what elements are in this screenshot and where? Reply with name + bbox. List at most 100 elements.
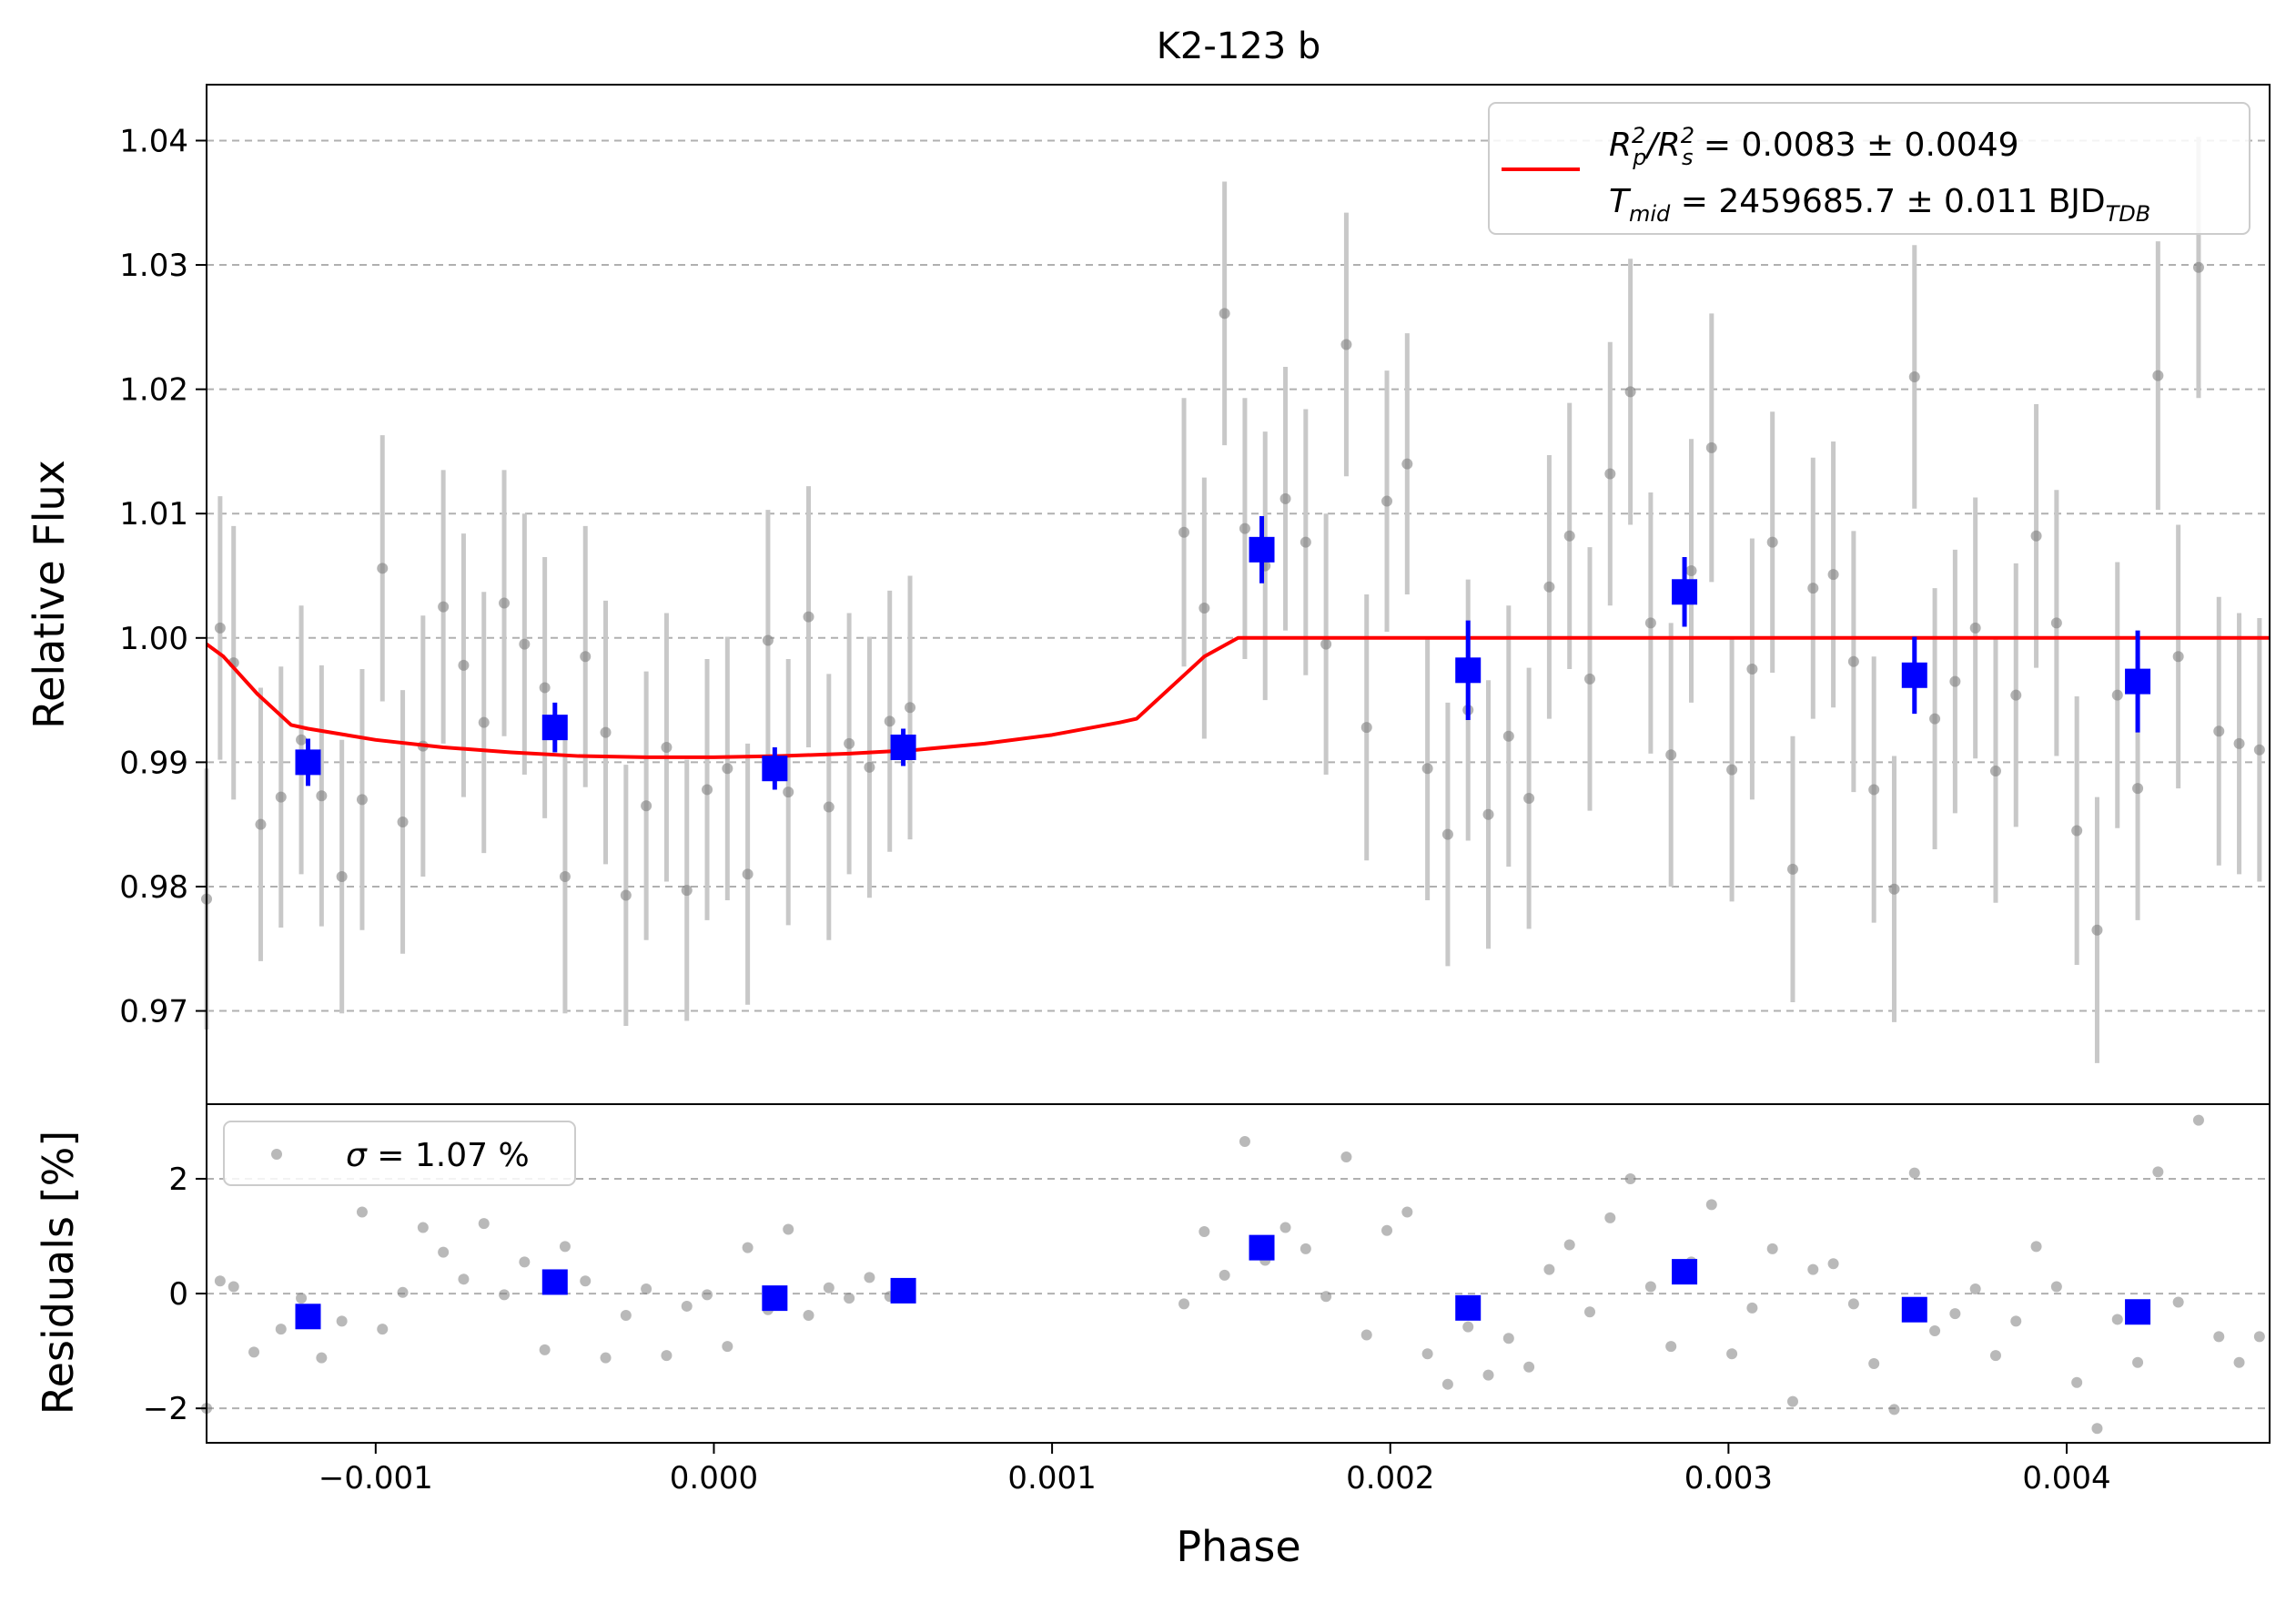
residual-point bbox=[661, 1350, 673, 1362]
residual-point bbox=[1908, 1167, 1920, 1179]
residual-point bbox=[519, 1256, 531, 1268]
residual-point bbox=[1989, 1350, 2001, 1362]
residual-point bbox=[722, 1341, 733, 1353]
flux-binned-point bbox=[1672, 579, 1698, 605]
residual-point bbox=[864, 1272, 875, 1283]
residual-binned-point bbox=[1672, 1259, 1698, 1285]
residual-point bbox=[2091, 1423, 2103, 1435]
residuals-binned-points bbox=[295, 1234, 2151, 1330]
flux-point bbox=[1563, 530, 1575, 542]
flux-point bbox=[762, 634, 774, 646]
flux-point bbox=[600, 726, 612, 738]
flux-y-tick-label: 1.04 bbox=[119, 123, 188, 159]
flux-binned-point bbox=[295, 749, 321, 776]
flux-data-points bbox=[201, 261, 2265, 936]
flux-point bbox=[1543, 581, 1555, 593]
flux-binned-point bbox=[890, 735, 916, 760]
flux-point bbox=[844, 737, 855, 749]
flux-point bbox=[803, 611, 814, 623]
residual-point bbox=[1401, 1206, 1413, 1218]
flux-point bbox=[1523, 793, 1535, 804]
residuals-legend: σ = 1.07 % bbox=[223, 1121, 576, 1186]
flux-point bbox=[255, 818, 267, 830]
residual-point bbox=[1178, 1298, 1190, 1310]
residual-point bbox=[742, 1242, 754, 1253]
flux-point bbox=[1989, 765, 2001, 776]
chart-title: K2-123 b bbox=[1157, 25, 1321, 67]
flux-point bbox=[1279, 492, 1291, 504]
flux-point bbox=[742, 868, 754, 880]
residual-point bbox=[1807, 1263, 1819, 1275]
residual-point bbox=[1320, 1291, 1332, 1303]
flux-point bbox=[884, 715, 895, 727]
residual-binned-point bbox=[762, 1285, 788, 1312]
flux-y-tick-label: 0.97 bbox=[119, 994, 188, 1030]
residual-point bbox=[539, 1344, 551, 1355]
residual-point bbox=[580, 1275, 592, 1287]
residual-point bbox=[1219, 1269, 1230, 1281]
flux-binned-point bbox=[1901, 662, 1927, 688]
flux-point bbox=[559, 871, 571, 883]
residuals-y-ticks: −2 0 2 bbox=[143, 1162, 207, 1427]
flux-point bbox=[2050, 617, 2062, 629]
flux-point bbox=[864, 761, 875, 773]
flux-point bbox=[580, 651, 592, 663]
x-axis-label: Phase bbox=[1176, 1522, 1300, 1571]
x-tick-label: 0.001 bbox=[1007, 1460, 1096, 1496]
residual-point bbox=[228, 1281, 239, 1293]
flux-point bbox=[1786, 863, 1798, 875]
flux-binned-point bbox=[2125, 668, 2151, 695]
residual-point bbox=[1239, 1135, 1250, 1147]
flux-point bbox=[539, 682, 551, 694]
flux-legend: R2 p/R2 s = 0.0083 ± 0.0049 Tmid = 2459685… bbox=[1488, 102, 2250, 235]
residual-point bbox=[438, 1246, 450, 1258]
residual-point bbox=[214, 1275, 226, 1287]
flux-binned-point bbox=[541, 715, 568, 741]
residual-point bbox=[1502, 1333, 1514, 1344]
flux-point bbox=[661, 742, 673, 753]
flux-point bbox=[397, 816, 409, 827]
flux-point bbox=[214, 622, 226, 634]
transit-model bbox=[205, 635, 2270, 759]
flux-point bbox=[1969, 622, 1981, 634]
flux-point bbox=[620, 889, 632, 901]
residual-point bbox=[1888, 1404, 1900, 1415]
flux-point bbox=[1178, 526, 1190, 538]
residual-point bbox=[2050, 1281, 2062, 1293]
residual-binned-point bbox=[295, 1304, 321, 1330]
residual-point bbox=[417, 1222, 429, 1233]
residual-point bbox=[499, 1289, 511, 1301]
residual-point bbox=[1584, 1306, 1596, 1318]
flux-point bbox=[1908, 370, 1920, 382]
residual-point bbox=[620, 1310, 632, 1322]
flux-point bbox=[2030, 530, 2042, 542]
residual-point bbox=[1624, 1172, 1636, 1184]
residual-point bbox=[1665, 1341, 1677, 1353]
residual-point bbox=[1949, 1308, 1961, 1320]
residual-point bbox=[1482, 1369, 1494, 1381]
residual-binned-point bbox=[2125, 1299, 2151, 1325]
flux-point bbox=[722, 763, 733, 775]
residual-point bbox=[275, 1324, 287, 1335]
residual-point bbox=[1868, 1357, 1880, 1369]
residual-point bbox=[2192, 1114, 2204, 1126]
flux-point bbox=[1929, 713, 1941, 725]
residual-point bbox=[397, 1286, 409, 1298]
flux-point bbox=[1320, 638, 1332, 650]
x-tick-label: −0.001 bbox=[319, 1460, 433, 1496]
residual-point bbox=[641, 1283, 652, 1295]
flux-point bbox=[1482, 808, 1494, 820]
residuals-y-tick-label: 0 bbox=[168, 1276, 188, 1313]
residual-point bbox=[1199, 1225, 1210, 1237]
residual-point bbox=[1929, 1325, 1941, 1337]
flux-error-bars bbox=[204, 137, 2262, 1063]
residual-point bbox=[248, 1346, 260, 1358]
flux-point bbox=[2172, 651, 2184, 663]
flux-point bbox=[702, 784, 713, 796]
flux-point bbox=[1807, 583, 1819, 594]
residual-point bbox=[316, 1352, 328, 1364]
residual-point bbox=[2233, 1356, 2245, 1368]
x-tick-label: 0.004 bbox=[2022, 1460, 2110, 1496]
residual-point bbox=[296, 1293, 308, 1304]
residual-point bbox=[1969, 1283, 1981, 1295]
